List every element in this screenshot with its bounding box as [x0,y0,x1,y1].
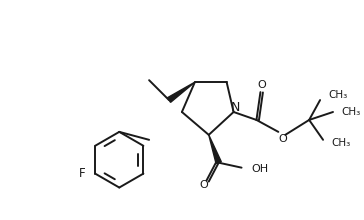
Text: O: O [257,80,266,90]
Text: O: O [278,134,287,144]
Text: OH: OH [252,164,269,174]
Text: F: F [79,167,85,180]
Text: CH₃: CH₃ [328,90,347,100]
Text: CH₃: CH₃ [341,107,360,117]
Text: CH₃: CH₃ [331,138,350,148]
Text: N: N [231,101,240,114]
Text: O: O [199,180,208,190]
Polygon shape [209,135,221,164]
Polygon shape [167,82,195,102]
